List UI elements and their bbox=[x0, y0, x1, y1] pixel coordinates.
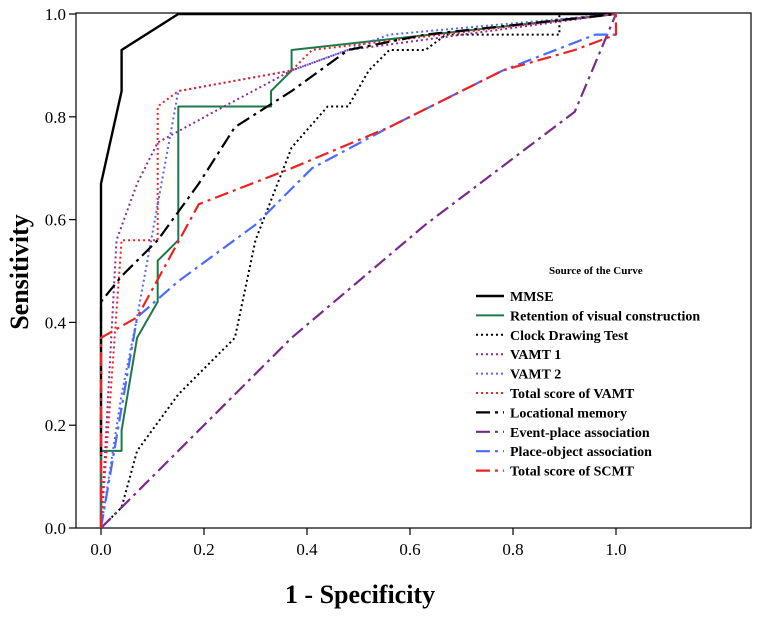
series-line-retention-of-visual-construction bbox=[100, 13, 617, 528]
series-line-locational-memory bbox=[99, 12, 617, 456]
series-line-event-place-association bbox=[100, 13, 618, 529]
legend: Source of the Curve MMSE Retention of vis… bbox=[476, 265, 700, 480]
y-tick-label: 0.2 bbox=[45, 416, 66, 435]
series-line-clock-drawing-test bbox=[100, 13, 616, 529]
y-tick-label: 0.0 bbox=[45, 519, 66, 538]
series-line-mmse bbox=[99, 12, 616, 528]
series-line-place-object-association bbox=[99, 33, 616, 529]
series-layer bbox=[99, 12, 618, 529]
x-tick-label: 0.4 bbox=[296, 540, 318, 559]
x-axis-title: 1 - Specificity bbox=[285, 580, 435, 609]
y-axis-ticks: 0.0 0.2 0.4 0.6 0.8 1.0 bbox=[45, 5, 76, 538]
legend-label-clock-drawing-test: Clock Drawing Test bbox=[510, 329, 629, 344]
legend-label-total-score-of-scmt: Total score of SCMT bbox=[510, 465, 635, 480]
series-line-vamt-1 bbox=[100, 13, 617, 529]
x-tick-label: 1.0 bbox=[605, 540, 626, 559]
x-axis-ticks: 0.0 0.2 0.4 0.6 0.8 1.0 bbox=[90, 528, 627, 559]
y-axis-title: Sensitivity bbox=[5, 214, 34, 330]
legend-label-locational-memory: Locational memory bbox=[510, 406, 627, 421]
legend-label-vamt-2: VAMT 2 bbox=[510, 368, 561, 383]
x-tick-label: 0.6 bbox=[399, 540, 420, 559]
y-tick-label: 0.6 bbox=[45, 211, 66, 230]
x-tick-label: 0.0 bbox=[90, 540, 111, 559]
legend-label-retention-of-visual-construction: Retention of visual construction bbox=[510, 309, 700, 324]
x-tick-label: 0.2 bbox=[193, 540, 214, 559]
legend-label-mmse: MMSE bbox=[510, 290, 554, 305]
y-tick-label: 0.8 bbox=[45, 108, 66, 127]
y-tick-label: 1.0 bbox=[45, 5, 66, 24]
series-line-total-score-of-scmt bbox=[99, 14, 618, 528]
legend-label-place-object-association: Place-object association bbox=[510, 445, 652, 460]
y-tick-label: 0.4 bbox=[45, 313, 67, 332]
legend-label-total-score-of-vamt: Total score of VAMT bbox=[510, 387, 635, 402]
x-tick-label: 0.8 bbox=[502, 540, 523, 559]
legend-title: Source of the Curve bbox=[549, 265, 643, 277]
series-line-total-score-of-vamt bbox=[100, 13, 617, 529]
series-line-vamt-2 bbox=[100, 13, 617, 529]
legend-label-vamt-1: VAMT 1 bbox=[510, 348, 561, 363]
legend-label-event-place-association: Event-place association bbox=[510, 426, 650, 441]
